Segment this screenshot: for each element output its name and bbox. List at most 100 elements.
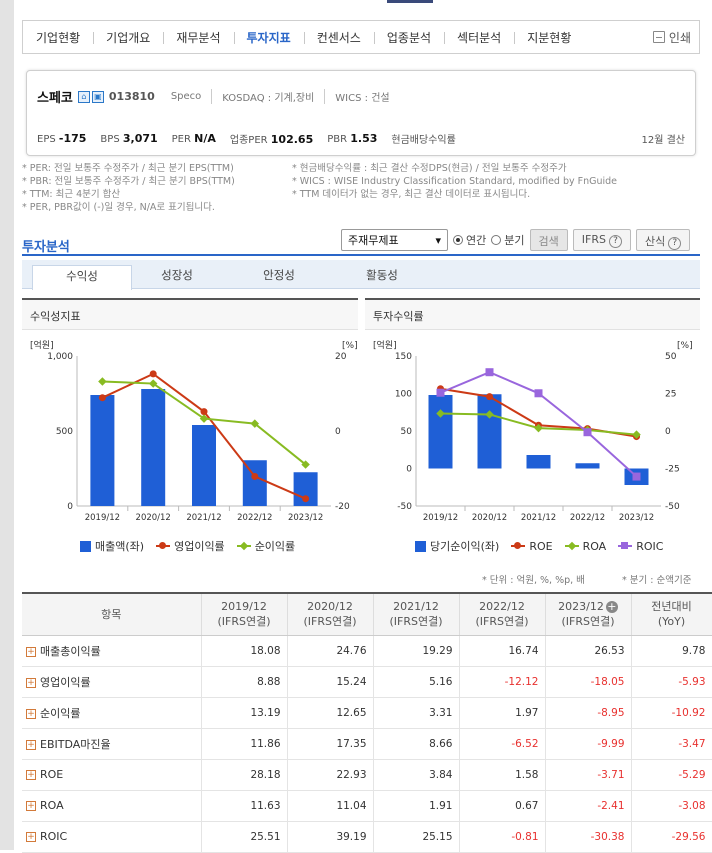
point-순이익률 <box>250 419 260 428</box>
col-header-year: 2023/12 + (IFRS연결) <box>545 593 632 636</box>
x-tick-label: 2023/12 <box>619 513 654 523</box>
legend-swatch <box>80 540 91 552</box>
x-tick-label: 2022/12 <box>237 513 272 523</box>
table-cell: 12.65 <box>287 697 374 729</box>
metric-dividend-yield: 현금배당수익률 <box>391 135 456 146</box>
point-ROIC <box>436 388 445 397</box>
right-tick-label: 25 <box>665 390 676 400</box>
expand-icon[interactable]: + <box>26 677 36 688</box>
row-label[interactable]: + 영업이익률 <box>22 666 202 698</box>
table-cell: 8.66 <box>373 728 460 760</box>
legend-swatch <box>156 542 171 549</box>
legend-item[interactable]: ROE <box>511 540 553 553</box>
legend-item[interactable]: ROIC <box>618 540 663 553</box>
building-icon[interactable]: ▣ <box>91 90 104 103</box>
table-cell: 11.04 <box>287 790 374 822</box>
legend-swatch <box>511 542 526 549</box>
row-label[interactable]: + ROIC <box>22 821 202 853</box>
tab-shareholding[interactable]: 지분현황 <box>514 29 584 46</box>
home-icon[interactable]: ⌂ <box>77 90 90 103</box>
print-button[interactable]: 인쇄 <box>652 29 691 46</box>
table-cell: -3.47 <box>631 728 712 760</box>
expand-icon[interactable]: + <box>26 646 36 657</box>
legend-item[interactable]: 당기순이익(좌) <box>415 538 499 554</box>
search-button[interactable]: 검색 <box>529 229 568 251</box>
table-cell: 5.16 <box>373 666 460 698</box>
point-ROA <box>485 410 494 419</box>
note-line: * WICS : WISE Industry Classification St… <box>292 176 618 187</box>
legend-profitability: 매출액(좌) 영업이익률 순이익률 <box>80 538 295 554</box>
subtab-activity[interactable]: 활동성 <box>366 268 398 282</box>
expand-icon[interactable]: + <box>26 770 36 780</box>
table-cell: 22.93 <box>287 759 374 791</box>
subtab-growth[interactable]: 성장성 <box>161 268 193 282</box>
table-row: + ROE 28.18 22.93 3.84 1.58 -3.71 -5.29 <box>22 759 712 791</box>
col-header-year: 2022/12 (IFRS연결) <box>459 593 546 636</box>
legend-item[interactable]: ROA <box>564 540 606 553</box>
left-tick-label: -50 <box>397 502 412 512</box>
right-tick-label: -50 <box>665 502 680 512</box>
left-axis-unit: [억원] <box>30 339 54 351</box>
point-영업이익률 <box>200 408 208 416</box>
bar-3 <box>575 463 600 469</box>
expand-icon[interactable]: + <box>26 832 36 842</box>
metric-per: PER N/A <box>171 132 216 145</box>
table-cell: 28.18 <box>201 759 288 791</box>
formula-button[interactable]: 산식? <box>635 229 691 251</box>
expand-icon[interactable]: + <box>26 801 36 811</box>
col-header-item: 항목 <box>22 593 202 636</box>
radio-quarter-dot[interactable] <box>491 235 502 245</box>
section-title: 투자분석 <box>22 240 70 255</box>
subtab-profitability[interactable]: 수익성 <box>32 265 132 290</box>
table-cell: -3.08 <box>631 790 712 822</box>
add-column-icon[interactable]: + <box>605 600 618 614</box>
subtab-stability[interactable]: 안정성 <box>263 268 295 282</box>
left-tick-label: 50 <box>401 427 413 437</box>
legend-item[interactable]: 순이익률 <box>236 538 295 554</box>
radio-annual[interactable]: 연간 <box>453 232 486 248</box>
ifrs-button[interactable]: IFRS? <box>572 229 631 251</box>
tab-company-overview[interactable]: 기업개요 <box>93 29 163 46</box>
legend-swatch <box>618 542 633 549</box>
statement-select[interactable]: 주재무제표 ▾ <box>341 229 448 251</box>
tab-industry-analysis[interactable]: 업종분석 <box>373 29 444 46</box>
tab-investment-indicators[interactable]: 투자지표 <box>233 29 304 46</box>
top-accent-bar <box>387 0 433 3</box>
right-tick-label: 20 <box>335 352 347 362</box>
row-label-text: 순이익률 <box>40 706 81 720</box>
radio-annual-label: 연간 <box>466 234 487 247</box>
tab-company-status[interactable]: 기업현황 <box>36 30 81 45</box>
metric-industry-per: 업종PER 102.65 <box>229 133 314 146</box>
row-label[interactable]: + EBITDA마진율 <box>22 728 202 760</box>
table-cell: -10.92 <box>631 697 712 729</box>
point-순이익률 <box>98 377 107 386</box>
expand-icon[interactable]: + <box>26 708 36 719</box>
table-cell: -8.95 <box>545 697 632 729</box>
row-label[interactable]: + 매출총이익률 <box>22 635 202 667</box>
row-label[interactable]: + 순이익률 <box>22 697 202 729</box>
legend-item[interactable]: 영업이익률 <box>156 538 225 554</box>
tab-consensus[interactable]: 컨센서스 <box>303 29 374 46</box>
radio-quarter[interactable]: 분기 <box>491 232 525 248</box>
expand-icon[interactable]: + <box>26 739 36 750</box>
table-cell: 16.74 <box>459 635 546 667</box>
note-line: * TTM: 최근 4분기 합산 <box>22 189 121 200</box>
point-순이익률 <box>148 379 158 388</box>
table-cell: 1.58 <box>459 759 546 791</box>
row-label[interactable]: + ROE <box>22 759 202 791</box>
table-cell: -6.52 <box>459 728 546 760</box>
metric-bps: BPS 3,071 <box>100 132 158 145</box>
table-cell: 26.53 <box>545 635 632 667</box>
legend-item[interactable]: 매출액(좌) <box>80 538 144 554</box>
radio-annual-dot[interactable] <box>453 235 463 245</box>
market-sector: KOSDAQ : 기계,장비 <box>211 89 314 104</box>
tab-financial-analysis[interactable]: 재무분석 <box>163 29 233 46</box>
col-header-year: 2020/12 (IFRS연결) <box>287 593 374 636</box>
table-cell: -12.12 <box>459 666 546 698</box>
bar-2 <box>192 425 216 506</box>
tab-sector-analysis[interactable]: 섹터분석 <box>444 29 514 46</box>
table-cell: 8.88 <box>201 666 288 698</box>
row-label[interactable]: + ROA <box>22 790 202 822</box>
col-header-year: 2021/12 (IFRS연결) <box>373 593 460 636</box>
bar-1 <box>141 389 166 506</box>
